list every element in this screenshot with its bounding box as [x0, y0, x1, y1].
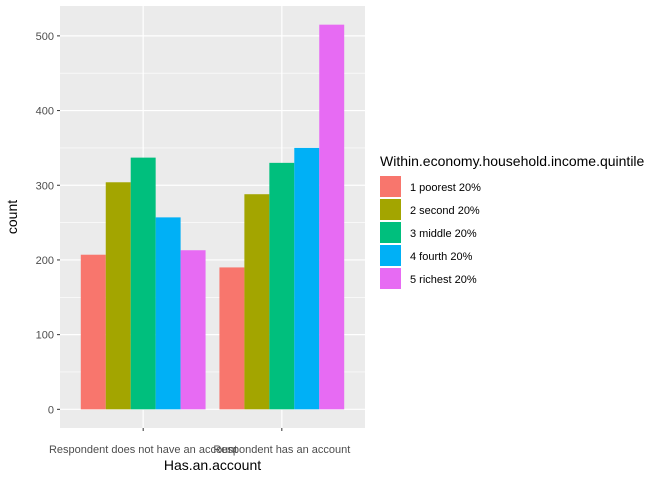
bar [155, 217, 181, 410]
bar [130, 157, 156, 410]
legend-key [380, 268, 401, 289]
y-tick-label: 200 [36, 255, 54, 267]
bars [80, 24, 345, 410]
legend: Within.economy.household.income.quintile… [380, 153, 645, 289]
x-axis-title: Has.an.account [164, 457, 261, 473]
y-axis-title: count [4, 200, 20, 234]
bar [319, 24, 345, 410]
x-tick-label: Respondent does not have an account [49, 444, 237, 456]
x-axis: Respondent does not have an accountRespo… [49, 428, 350, 456]
y-tick-label: 0 [48, 404, 54, 416]
legend-label: 3 middle 20% [410, 228, 477, 240]
y-tick-label: 300 [36, 180, 54, 192]
legend-key [380, 176, 401, 197]
bar [244, 194, 270, 410]
y-axis: 0 100 200 300 400 500 [36, 31, 60, 416]
legend-key [380, 222, 401, 243]
y-tick-label: 500 [36, 31, 54, 43]
bar [80, 254, 106, 410]
legend-title: Within.economy.household.income.quintile [380, 153, 645, 169]
y-tick-label: 100 [36, 330, 54, 342]
bar [219, 267, 245, 410]
x-tick-label: Respondent has an account [213, 444, 350, 456]
legend-label: 5 richest 20% [410, 274, 477, 286]
legend-label: 4 fourth 20% [410, 251, 473, 263]
legend-key [380, 245, 401, 266]
bar [180, 250, 206, 410]
y-tick-label: 400 [36, 106, 54, 118]
legend-label: 2 second 20% [410, 205, 480, 217]
legend-key [380, 199, 401, 220]
bar [294, 147, 320, 410]
bar [269, 162, 295, 410]
legend-label: 1 poorest 20% [410, 182, 481, 194]
bar [105, 182, 131, 410]
